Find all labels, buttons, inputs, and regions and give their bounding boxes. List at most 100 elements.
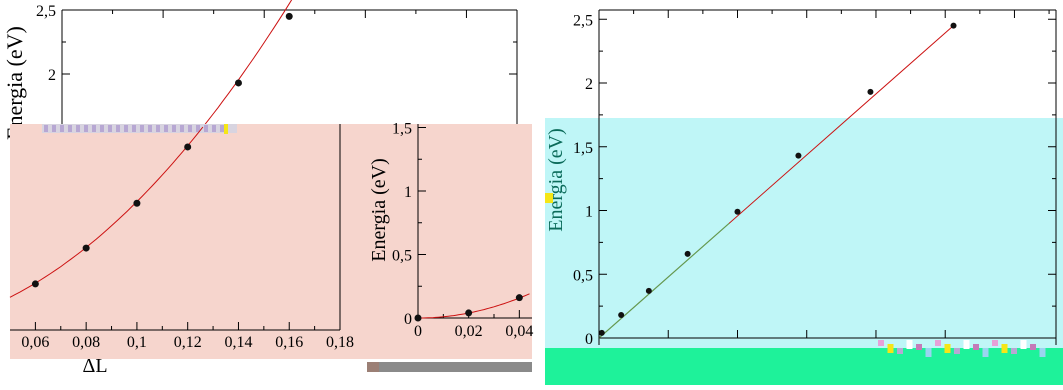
inset-data-point	[414, 314, 422, 322]
inset-x-tick-label: 0,04	[505, 323, 533, 340]
artifact-stripe-segment	[60, 125, 64, 132]
right-y-tick-label: 2,5	[573, 12, 593, 29]
right-data-point	[795, 152, 802, 159]
left-main-x-tick-label: 0,12	[174, 334, 202, 351]
overlay-cyan	[545, 118, 1063, 350]
artifact-stripe-segment	[124, 125, 128, 132]
artifact-noise-block	[925, 348, 932, 357]
left-main-x-tick-label: 0,14	[224, 334, 252, 351]
artifact-stripe-segment	[84, 125, 88, 132]
artifact-stripe-segment	[220, 125, 224, 132]
right-data-point	[867, 88, 874, 95]
artifact-stripe-segment	[116, 125, 120, 132]
artifact-noise-block	[916, 344, 922, 350]
inset-y-tick-label: 0,5	[392, 248, 412, 265]
left-main-data-point	[184, 143, 192, 151]
inset-x-tick-label: 0,02	[455, 323, 483, 340]
inset-y-tick-label: 1,5	[392, 121, 412, 138]
left-main-points	[234, 12, 293, 87]
overlay-green	[545, 348, 1063, 385]
inset-x-tick-label: 0	[414, 323, 422, 340]
artifact-gray-bar-end	[367, 362, 379, 372]
artifact-stripe	[42, 124, 237, 134]
left-main-y-tick-label: 2,5	[36, 3, 56, 20]
right-y-axis-label: Energia (eV)	[545, 128, 567, 231]
right-points	[598, 22, 957, 336]
left-main-top-ticks	[61, 10, 518, 18]
inset-x-ticks: 0 0,02 0,04	[414, 310, 533, 340]
artifact-noise-block	[992, 340, 998, 346]
left-inset-plot: 0 0,5 1 1,5 0 0,02 0,04 Energia (eV)	[368, 121, 533, 341]
left-main-lower-view: 0,06 0,08 0,1 0,12 0,14 0,16 0,18 ΔL	[9, 124, 354, 377]
left-main-x-tick-label: 0,06	[21, 334, 49, 351]
inset-y-ticks: 0 0,5 1 1,5	[392, 121, 426, 328]
right-y-tick-label: 0,5	[573, 267, 593, 284]
artifact-noise-block	[887, 344, 894, 353]
left-main-x-tick-label: 0,08	[72, 334, 100, 351]
artifact-noise-block	[878, 340, 884, 346]
right-data-point	[598, 329, 605, 336]
right-data-point	[645, 287, 652, 294]
artifact-gray-bar	[367, 362, 532, 372]
inset-area	[418, 124, 532, 318]
left-main-fit-curve-lower	[9, 126, 204, 298]
artifact-stripe-segment	[172, 125, 176, 132]
artifact-stripe-segment	[148, 125, 152, 132]
left-main-y-ticks: 22,5	[36, 3, 517, 84]
artifact-noise-block	[1011, 348, 1017, 354]
left-main-y-tick-label: 2	[48, 67, 56, 84]
artifact-stripe-segment	[140, 125, 144, 132]
artifact-stripe-segment	[108, 125, 112, 132]
artifact-noise-block	[954, 348, 960, 354]
right-data-point	[684, 250, 691, 257]
left-main-data-point	[31, 280, 39, 288]
artifact-noise-block	[973, 344, 979, 350]
right-data-point	[734, 208, 741, 215]
artifact-noise-block	[897, 348, 903, 354]
right-y-tick-label: 0	[585, 331, 593, 348]
right-y-tick-label: 1	[585, 204, 593, 221]
left-main-data-point	[133, 199, 141, 207]
inset-data-point	[515, 294, 523, 302]
inset-y-tick-label: 1	[404, 184, 412, 201]
artifact-stripe-segment	[52, 125, 56, 132]
artifact-stripe-segment	[204, 125, 208, 132]
artifact-stripe-segment	[164, 125, 168, 132]
left-main-x-axis-label: ΔL	[82, 355, 107, 377]
artifact-noise-block	[906, 340, 913, 349]
left-main-points-lower	[31, 143, 192, 288]
right-y-tick-label: 2	[585, 76, 593, 93]
artifact-noise	[878, 340, 1046, 357]
artifact-stripe-segment	[180, 125, 184, 132]
left-main-x-ticks: 0,06 0,08 0,1 0,12 0,14 0,16 0,18	[21, 322, 354, 351]
inset-data-point	[465, 309, 473, 317]
left-main-y-axis-label: Energia (eV)	[2, 26, 27, 140]
right-top-ticks	[598, 10, 1050, 18]
inset-fit-curve	[418, 293, 530, 319]
left-main-data-point	[82, 244, 90, 252]
artifact-stripe-segment	[68, 125, 72, 132]
artifact-stripe-segment	[44, 125, 48, 132]
artifact-stripe-segment	[132, 125, 136, 132]
right-plot: 00,511,522,5 Energia (eV) 00,00050,0010,…	[545, 9, 1063, 385]
left-main-data-point	[285, 12, 293, 20]
right-y-ticks: 0 0,5 1 1,5 2 2,5	[573, 12, 1056, 348]
left-main-data-point	[234, 79, 242, 87]
artifact-noise-block	[935, 340, 941, 346]
artifact-noise-block	[1001, 344, 1008, 353]
artifact-stripe-segment	[76, 125, 80, 132]
artifact-stripe-segment	[156, 125, 160, 132]
artifact-stripe-segment	[92, 125, 96, 132]
right-fit-line-overlay	[598, 222, 730, 339]
artifact-noise-block	[982, 348, 989, 357]
left-main-x-tick-label: 0,16	[275, 334, 303, 351]
artifact-noise-block	[944, 344, 951, 353]
right-y-tick-label: 1,5	[573, 140, 593, 157]
left-main-x-tick-label: 0,1	[127, 334, 147, 351]
artifact-yellow-mark	[545, 193, 553, 203]
right-data-point	[618, 312, 625, 319]
inset-y-tick-label: 0	[404, 311, 412, 328]
inset-y-axis-label: Energia (eV)	[368, 158, 390, 261]
right-data-point	[950, 22, 957, 29]
